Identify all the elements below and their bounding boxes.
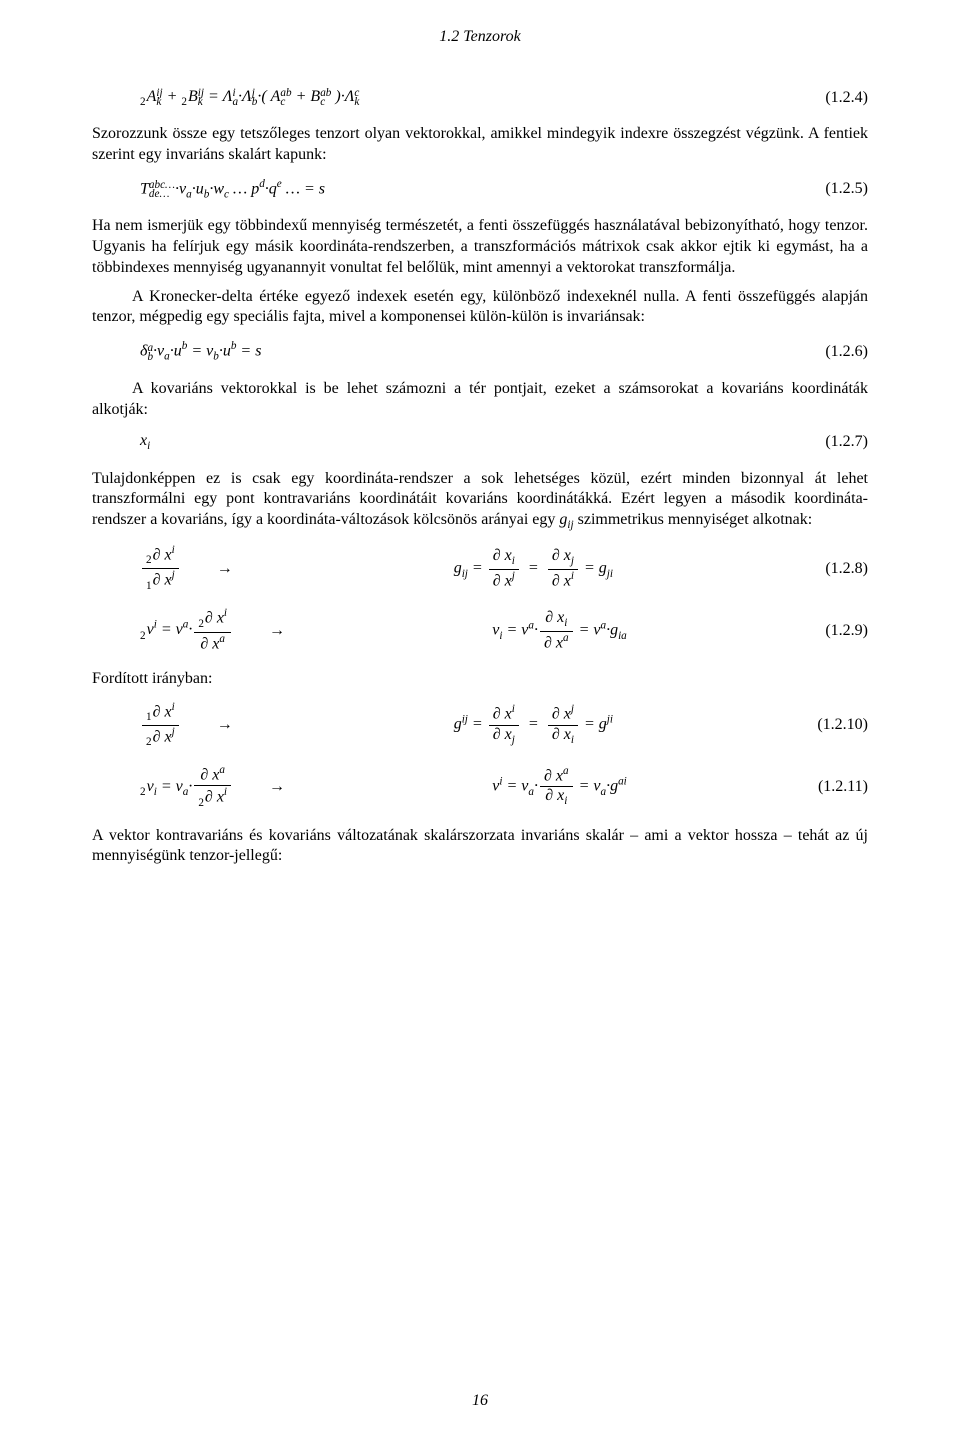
eq-mid: vi = va·∂ xi∂ xa = va·gia (321, 610, 798, 652)
paragraph-6: Fordított irányban: (92, 669, 868, 690)
eq-lhs: 1∂ xi2∂ xj (92, 702, 181, 750)
equation-1-2-4: 2Aijk + 2Bijk = Λia·Λjb·( Aabc + Babc )·… (92, 88, 868, 108)
arrow-icon: → (233, 778, 321, 796)
paragraph-2: Ha nem ismerjük egy többindexű mennyiség… (92, 216, 868, 278)
arrow-icon: → (181, 560, 269, 578)
equation-1-2-6: δab·va·ub = vb·ub = s (1.2.6) (92, 340, 868, 363)
eq-lhs: δab·va·ub = vb·ub = s (92, 340, 261, 363)
eq-lhs: Tabc…de…·va·ub·wc … pd·qe … = s (92, 178, 325, 201)
eq-lhs: 2vi = va·2∂ xi∂ xa (92, 608, 233, 652)
paragraph-1: Szorozzunk össze egy tetszőleges tenzort… (92, 124, 868, 166)
eq-tag: (1.2.10) (798, 716, 868, 734)
eq-mid: gij = ∂ xi∂ xj = ∂ xj∂ xi = gji (269, 548, 798, 590)
eq-tag: (1.2.6) (798, 343, 868, 361)
equation-1-2-5: Tabc…de…·va·ub·wc … pd·qe … = s (1.2.5) (92, 178, 868, 201)
page-number: 16 (0, 1392, 960, 1410)
equation-1-2-11: 2vi = va·∂ xa2∂ xi → vi = va·∂ xa∂ xi = … (92, 765, 868, 809)
eq-mid: vi = va·∂ xa∂ xi = va·gai (321, 766, 798, 808)
paragraph-5: Tulajdonképpen ez is csak egy koordináta… (92, 469, 868, 533)
equation-1-2-8: 2∂ xi1∂ xj → gij = ∂ xi∂ xj = ∂ xj∂ xi =… (92, 545, 868, 593)
eq-tag: (1.2.7) (798, 433, 868, 451)
eq-mid: gij = ∂ xi∂ xj = ∂ xj∂ xi = gji (269, 704, 798, 746)
section-title: 1.2 Tenzorok (92, 28, 868, 46)
arrow-icon: → (181, 716, 269, 734)
paragraph-3: A Kronecker-delta értéke egyező indexek … (92, 287, 868, 329)
eq-tag: (1.2.5) (798, 180, 868, 198)
eq-lhs: 2vi = va·∂ xa2∂ xi (92, 765, 233, 809)
equation-1-2-9: 2vi = va·2∂ xi∂ xa → vi = va·∂ xi∂ xa = … (92, 608, 868, 652)
equation-1-2-10: 1∂ xi2∂ xj → gij = ∂ xi∂ xj = ∂ xj∂ xi =… (92, 702, 868, 750)
paragraph-7: A vektor kontravariáns és kovariáns vált… (92, 826, 868, 868)
eq-lhs: 2∂ xi1∂ xj (92, 545, 181, 593)
paragraph-4: A kovariáns vektorokkal is be lehet szám… (92, 379, 868, 421)
eq-lhs: 2Aijk + 2Bijk = Λia·Λjb·( Aabc + Babc )·… (92, 88, 359, 108)
eq-tag: (1.2.4) (798, 89, 868, 107)
arrow-icon: → (233, 622, 321, 640)
equation-1-2-7: xi (1.2.7) (92, 432, 868, 452)
eq-tag: (1.2.11) (798, 778, 868, 796)
eq-lhs: xi (92, 432, 150, 452)
eq-tag: (1.2.9) (798, 622, 868, 640)
eq-tag: (1.2.8) (798, 560, 868, 578)
